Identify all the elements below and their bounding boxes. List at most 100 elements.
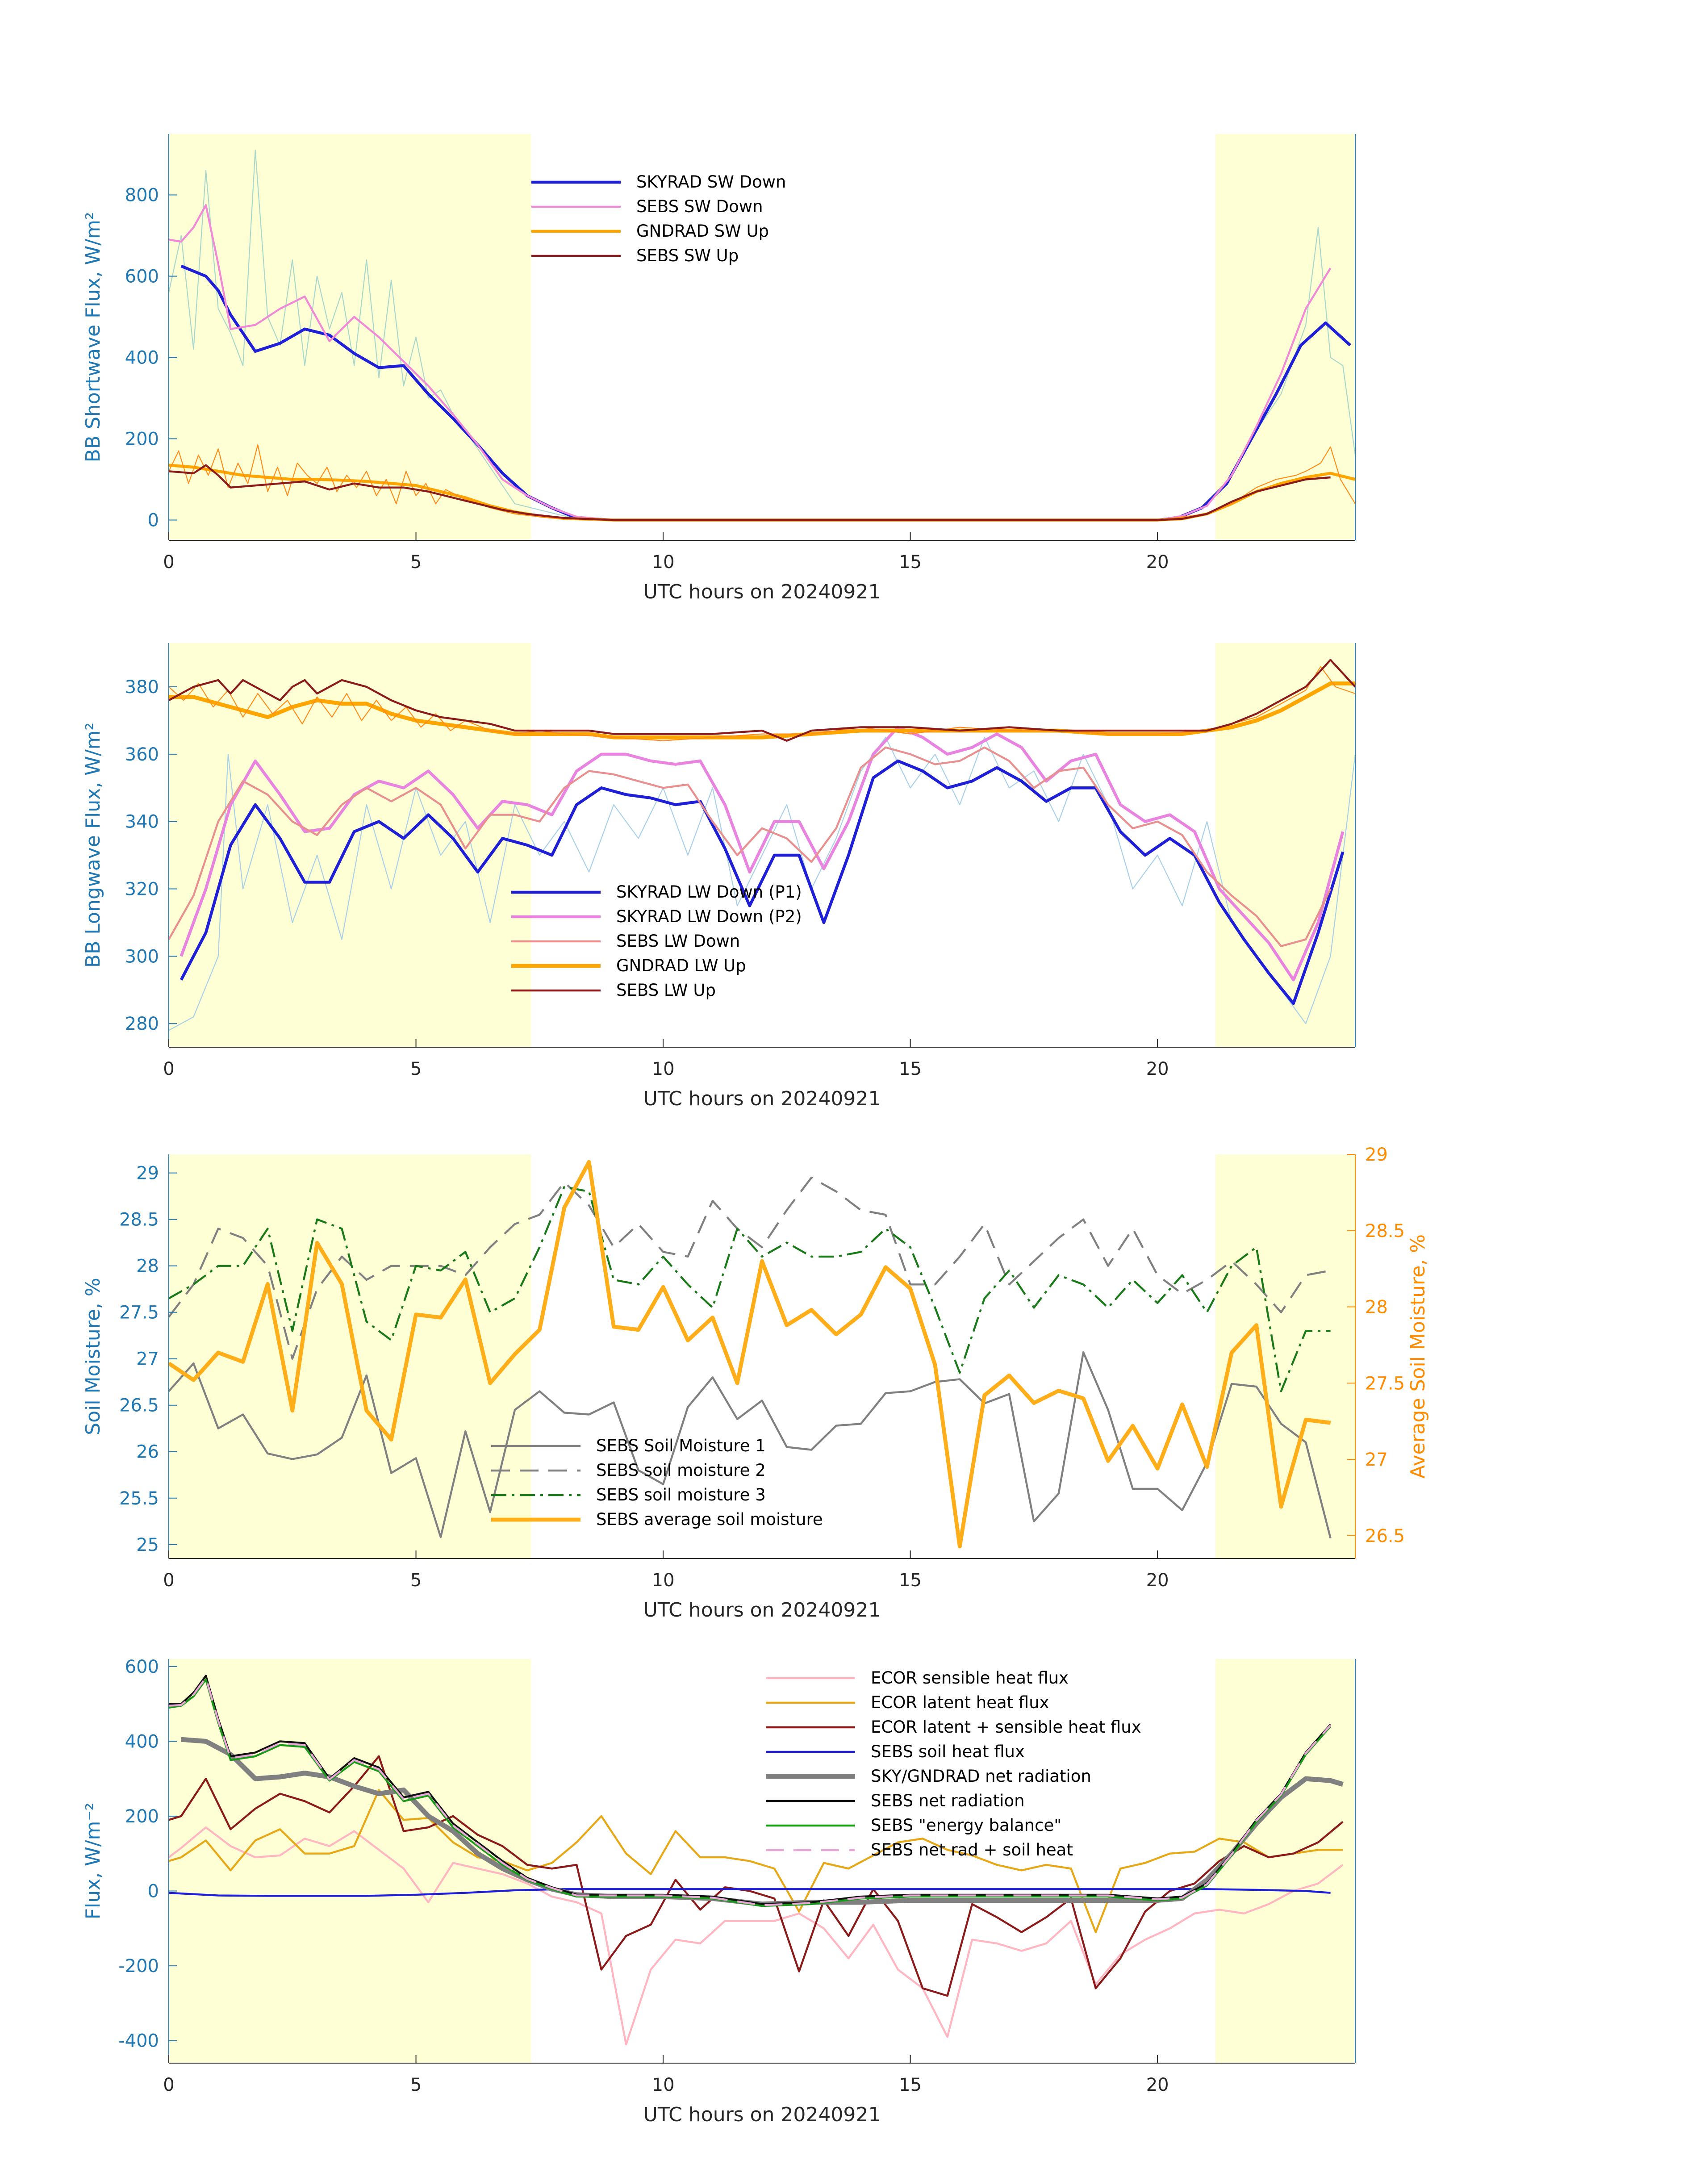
y-tick-label: 0: [148, 510, 159, 531]
y-tick-label: 280: [125, 1014, 159, 1034]
legend-label: SKYRAD SW Down: [636, 172, 786, 192]
y-tick-label: 380: [125, 677, 159, 698]
legend-label: SEBS LW Down: [616, 932, 740, 951]
chart-panel-2: 0 5 10 15 20 280 300 320 340 360 380 UTC hours on 2…: [82, 643, 1356, 1110]
legend-label: SEBS soil heat flux: [871, 1742, 1025, 1761]
y-tick-label: 25: [136, 1535, 159, 1555]
y2-tick-label: 27.5: [1365, 1373, 1405, 1394]
legend-label: SEBS SW Down: [636, 197, 763, 216]
legend-label: ECOR latent heat flux: [871, 1693, 1049, 1712]
x-tick-label: 20: [1146, 1059, 1169, 1079]
series-line-3: [169, 1186, 1331, 1392]
series-line-4: [169, 746, 1332, 948]
series-line-6: [169, 464, 1331, 521]
legend-label: SEBS LW Up: [616, 981, 716, 1000]
legend-label: SEBS average soil moisture: [596, 1510, 823, 1529]
y2-tick-label: 28.5: [1365, 1221, 1405, 1241]
legend-label: SKYRAD LW Down (P1): [616, 882, 802, 902]
y2-axis-label: Average Soil Moisture, %: [1407, 1234, 1429, 1479]
y-tick-label: 28: [136, 1256, 159, 1277]
y-tick-label: 29: [136, 1163, 159, 1184]
y-tick-label: 26: [136, 1442, 159, 1462]
x-tick-label: 5: [410, 2075, 422, 2095]
x-tick-label: 20: [1146, 552, 1169, 572]
legend-label: SEBS net rad + soil heat: [871, 1840, 1073, 1859]
x-tick-label: 10: [652, 2075, 675, 2095]
series-line-2: [169, 1176, 1331, 1360]
series-line-5: [169, 444, 1355, 521]
series-line-7: [169, 659, 1355, 742]
chart-panel-4: 0 5 10 15 20 -400 -200 0 200 400 600 UTC hours on 2…: [82, 1657, 1356, 2126]
series-line-4: [169, 1888, 1331, 1897]
series-line-2: [180, 759, 1345, 1005]
y-tick-label: 600: [125, 267, 159, 287]
series-group: [169, 1675, 1344, 2046]
x-tick-label: 5: [410, 552, 422, 572]
legend: SKYRAD LW Down (P1) SKYRAD LW Down (P2) SE…: [511, 882, 802, 1000]
y-tick-label: 27: [136, 1349, 159, 1370]
series-line-1: [169, 737, 1355, 1031]
legend-label: ECOR sensible heat flux: [871, 1668, 1069, 1688]
y-tick-label: 0: [148, 1881, 159, 1902]
legend-label: SEBS Soil Moisture 1: [596, 1436, 766, 1455]
legend: SEBS Soil Moisture 1 SEBS soil moisture 2…: [491, 1436, 823, 1529]
series-line-6: [169, 666, 1355, 741]
y-tick-label: 600: [125, 1657, 159, 1677]
y-tick-label: 400: [125, 1731, 159, 1752]
x-axis-label: UTC hours on 20240921: [643, 2103, 881, 2126]
x-tick-label: 15: [899, 2075, 922, 2095]
x-tick-label: 0: [163, 1570, 174, 1591]
y-tick-label: 800: [125, 185, 159, 206]
chart-panel-3: 0 5 10 15 20 25 25.5 26 26.5 27 27.5 28 28.5 29 26.5 27…: [82, 1145, 1429, 1621]
y-tick-label: 200: [125, 429, 159, 450]
x-tick-label: 20: [1146, 1570, 1169, 1591]
legend-label: GNDRAD LW Up: [616, 956, 746, 975]
legend-label: SEBS SW Up: [636, 246, 739, 265]
y2-tick-label: 29: [1365, 1145, 1388, 1165]
x-tick-label: 15: [899, 1570, 922, 1591]
daylight-shading: [1215, 134, 1355, 540]
x-tick-label: 0: [163, 2075, 174, 2095]
y-tick-label: 25.5: [119, 1488, 159, 1509]
y-tick-label: 300: [125, 946, 159, 967]
y-tick-label: 340: [125, 812, 159, 832]
legend-label: SEBS "energy balance": [871, 1816, 1061, 1835]
y-tick-label: -200: [118, 1956, 159, 1976]
legend-label: SEBS soil moisture 3: [596, 1485, 766, 1504]
x-tick-label: 10: [652, 1570, 675, 1591]
legend-label: GNDRAD SW Up: [636, 221, 769, 241]
legend: SKYRAD SW Down SEBS SW Down GNDRAD SW Up SE…: [531, 172, 786, 265]
series-group: [169, 1160, 1332, 1549]
y2-tick-label: 26.5: [1365, 1526, 1405, 1546]
legend-label: SEBS soil moisture 2: [596, 1461, 766, 1480]
legend: ECOR sensible heat flux ECOR latent heat …: [766, 1668, 1141, 1859]
y-tick-label: 200: [125, 1806, 159, 1827]
x-axis-label: UTC hours on 20240921: [643, 581, 881, 603]
y-axis-label: BB Shortwave Flux, W/m²: [82, 212, 104, 463]
y-tick-label: 28.5: [119, 1210, 159, 1230]
y-tick-label: 360: [125, 744, 159, 765]
x-axis-label: UTC hours on 20240921: [643, 1087, 881, 1110]
y-tick-label: 27.5: [119, 1303, 159, 1323]
y2-tick-label: 27: [1365, 1450, 1388, 1470]
y-tick-label: 26.5: [119, 1396, 159, 1416]
series-line-7: [169, 1678, 1332, 1907]
x-tick-label: 15: [899, 1059, 922, 1079]
y-tick-label: -400: [118, 2031, 159, 2052]
daylight-shading: [1215, 643, 1355, 1047]
y-tick-label: 320: [125, 879, 159, 900]
x-tick-label: 20: [1146, 2075, 1169, 2095]
series-line-3: [169, 204, 1332, 521]
series-group: [169, 150, 1355, 522]
y-tick-label: 400: [125, 348, 159, 368]
x-tick-label: 0: [163, 552, 174, 572]
legend-label: SKYRAD LW Down (P2): [616, 907, 802, 926]
legend-label: SEBS net radiation: [871, 1791, 1025, 1810]
daylight-shading: [1215, 1659, 1355, 2063]
x-tick-label: 10: [652, 552, 675, 572]
legend-label: ECOR latent + sensible heat flux: [871, 1717, 1141, 1737]
series-line-4: [169, 1160, 1331, 1549]
y-axis-label: Flux, W/m⁻²: [82, 1803, 104, 1920]
